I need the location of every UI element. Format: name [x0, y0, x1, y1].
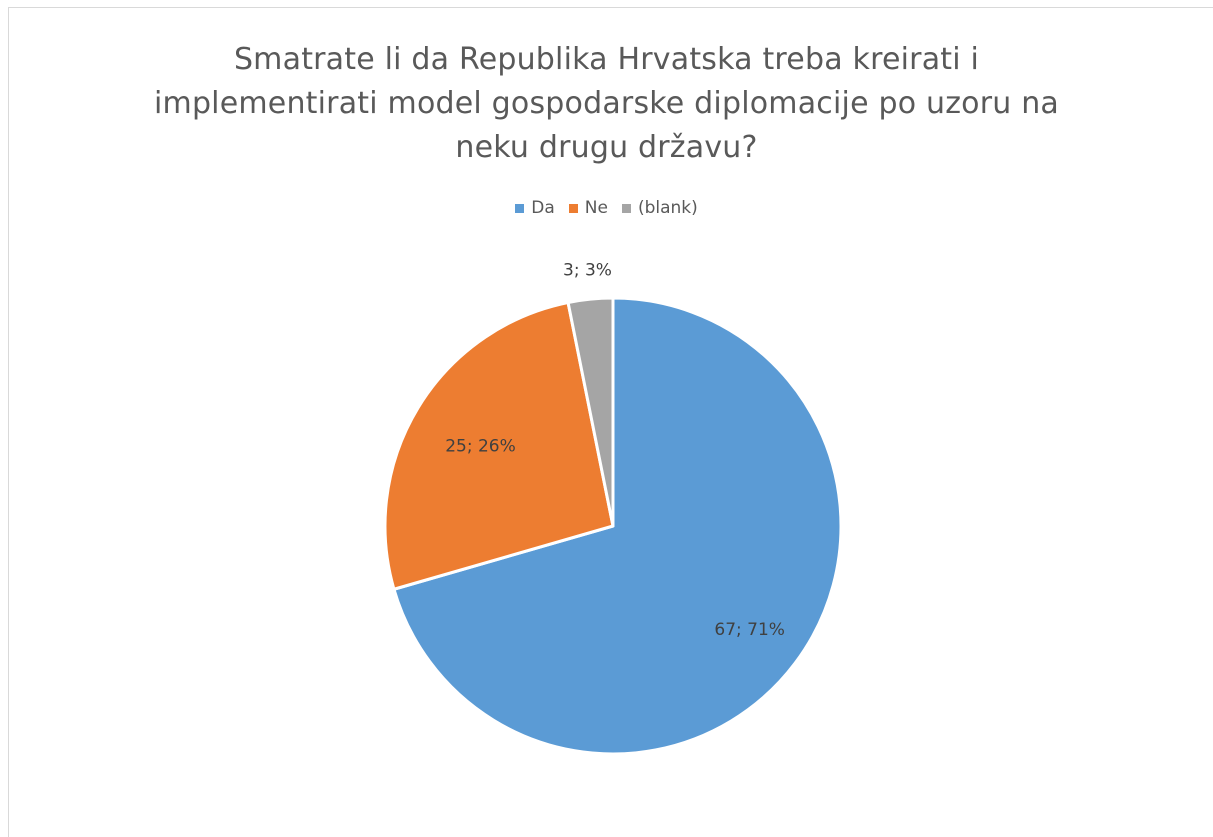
chart-title-line: neku drugu državu?: [455, 130, 758, 165]
data-label-ne: 25; 26%: [445, 437, 516, 457]
chart-title-line: implementirati model gospodarske diploma…: [153, 86, 1059, 121]
legend-label-ne: Ne: [584, 198, 608, 218]
chart-area: [8, 7, 1213, 837]
data-label-da: 67; 71%: [714, 620, 785, 640]
chart-legend: Da Ne (blank): [0, 198, 1213, 218]
legend-swatch-da: [515, 203, 525, 213]
pie-slice-ne: [383, 300, 615, 591]
pie-slice-blank: [566, 296, 615, 528]
data-label-blank: 3; 3%: [563, 261, 612, 281]
legend-item-da: Da: [515, 198, 555, 218]
legend-label-blank: (blank): [637, 198, 698, 218]
legend-swatch-ne: [568, 203, 578, 213]
chart-title-line: Smatrate li da Republika Hrvatska treba …: [233, 42, 980, 77]
pie-slice-da: [392, 296, 843, 756]
pie-chart: 67; 71% 25; 26% 3; 3%: [383, 261, 843, 756]
pie-slices: [383, 296, 843, 756]
pie-data-labels: 67; 71% 25; 26% 3; 3%: [445, 261, 785, 640]
chart-title: Smatrate li da Republika Hrvatska treba …: [0, 38, 1213, 170]
legend-label-da: Da: [531, 198, 555, 218]
legend-swatch-blank: [621, 203, 631, 213]
legend-item-blank: (blank): [621, 198, 698, 218]
legend-item-ne: Ne: [568, 198, 608, 218]
